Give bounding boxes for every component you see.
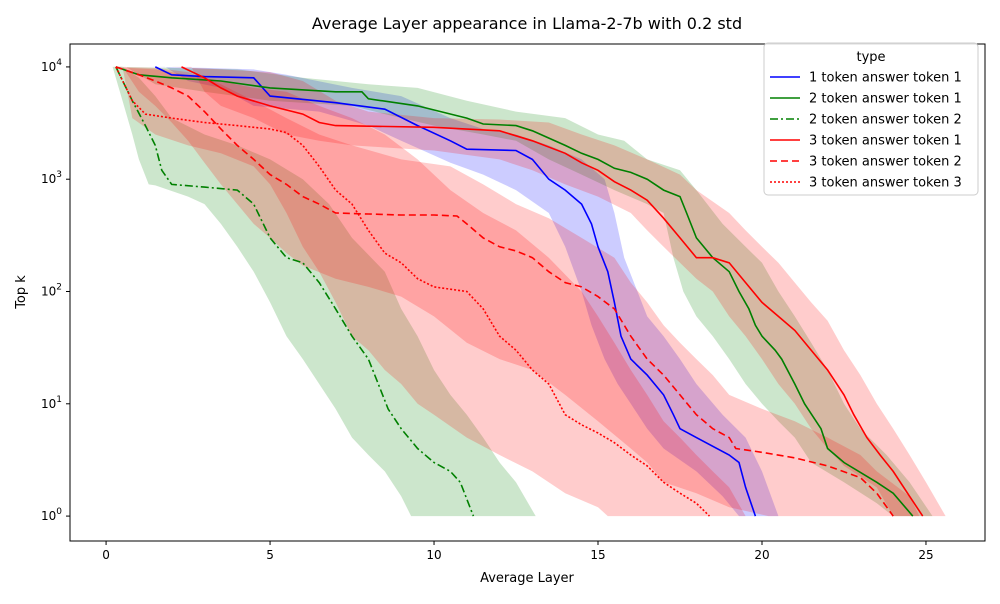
y-tick-label: 101 [41, 395, 62, 411]
std-band-series-1 [148, 66, 779, 517]
y-tick-label: 100 [41, 507, 62, 523]
legend-title: type [856, 50, 885, 65]
std-band-series-2 [112, 66, 933, 517]
x-tick-label: 5 [266, 548, 274, 562]
x-axis-ticks: 0 5 10 15 20 25 [102, 541, 934, 562]
legend-label: 3 token answer token 2 [809, 155, 962, 170]
x-tick-label: 10 [426, 548, 441, 562]
series-line-1 [154, 66, 757, 517]
legend-box [763, 42, 979, 196]
series-line-2 [115, 66, 914, 517]
legend: type 1 token answer token 1 2 token answe… [763, 42, 979, 196]
chart-title: Average Layer appearance in Llama-2-7b w… [312, 14, 742, 33]
std-band-series-6 [112, 66, 746, 517]
std-band-series-3 [112, 66, 536, 517]
x-tick-label: 0 [102, 548, 110, 562]
x-tick-label: 15 [590, 548, 605, 562]
series-line-4 [181, 66, 924, 517]
series-lines [115, 66, 924, 517]
std-band-series-5 [112, 66, 920, 517]
legend-label: 3 token answer token 3 [809, 176, 962, 191]
x-tick-label: 20 [754, 548, 769, 562]
std-bands [112, 66, 946, 517]
y-tick-label: 104 [41, 58, 62, 74]
legend-label: 3 token answer token 1 [809, 134, 962, 149]
series-line-5 [115, 66, 894, 517]
x-axis-label: Average Layer [480, 571, 574, 586]
y-axis-ticks: 100 101 102 103 104 [41, 58, 70, 523]
legend-items: 1 token answer token 1 2 token answer tok… [770, 71, 962, 191]
y-tick-label: 103 [41, 170, 62, 186]
series-line-3 [115, 66, 475, 517]
y-axis-label: Top k [14, 275, 29, 310]
x-tick-label: 25 [918, 548, 933, 562]
legend-label: 2 token answer token 1 [809, 92, 962, 107]
legend-label: 2 token answer token 2 [809, 113, 962, 128]
std-band-series-4 [171, 66, 946, 517]
legend-label: 1 token answer token 1 [809, 71, 962, 86]
plot-frame [69, 43, 986, 542]
y-tick-label: 102 [41, 283, 62, 299]
